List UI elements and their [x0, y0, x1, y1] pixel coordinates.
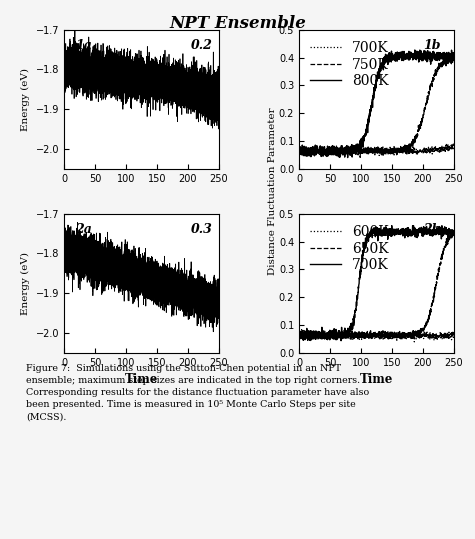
- Text: 0.3: 0.3: [191, 223, 213, 237]
- Legend: 600K, 650K, 700K: 600K, 650K, 700K: [306, 220, 393, 277]
- Text: 1a: 1a: [75, 39, 92, 52]
- Text: Distance Fluctuation Parameter: Distance Fluctuation Parameter: [268, 108, 277, 275]
- Y-axis label: Energy (eV): Energy (eV): [21, 68, 30, 131]
- Legend: 700K, 750K, 800K: 700K, 750K, 800K: [306, 37, 393, 93]
- Text: 0.2: 0.2: [191, 39, 213, 52]
- X-axis label: Time: Time: [125, 374, 158, 386]
- Text: 2b: 2b: [423, 223, 440, 237]
- Text: 2a: 2a: [75, 223, 92, 237]
- Text: NPT Ensemble: NPT Ensemble: [169, 15, 306, 32]
- Text: 1b: 1b: [423, 39, 440, 52]
- Y-axis label: Energy (eV): Energy (eV): [21, 252, 30, 315]
- Text: Figure 7:  Simulations using the Sutton-Chen potential in an NPT
ensemble; maxim: Figure 7: Simulations using the Sutton-C…: [26, 364, 370, 421]
- X-axis label: Time: Time: [360, 374, 393, 386]
